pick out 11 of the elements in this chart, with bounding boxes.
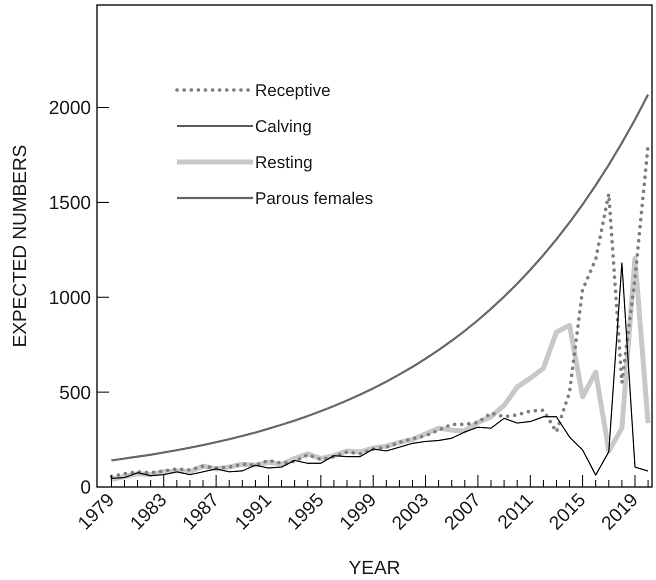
y-tick-label: 0 xyxy=(80,478,91,499)
y-tick-label: 2000 xyxy=(48,98,91,120)
y-tick-label: 1500 xyxy=(48,193,91,214)
y-tick-label: 1000 xyxy=(48,288,91,309)
legend-label: Resting xyxy=(255,152,313,172)
y-tick-label: 500 xyxy=(59,382,91,404)
y-axis-title: EXPECTED NUMBERS xyxy=(10,144,31,348)
x-axis-title: YEAR xyxy=(348,558,400,579)
legend-label: Calving xyxy=(255,116,312,136)
legend-label: Receptive xyxy=(255,80,331,100)
legend-label: Parous females xyxy=(255,188,374,208)
